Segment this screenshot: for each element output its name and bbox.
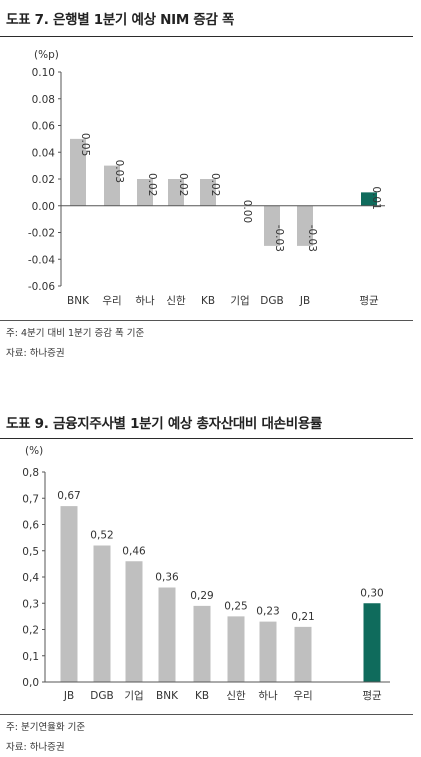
chart1-category-label: 기업: [230, 294, 249, 307]
chart1-bar: [297, 205, 313, 246]
chart2-category-label: KB: [195, 690, 209, 702]
chart2-ytick-label: 0,5: [22, 546, 39, 558]
chart1-bar: [264, 205, 280, 246]
chart2-data-label: 0,29: [190, 590, 213, 602]
chart2-ytick-label: 0,1: [22, 651, 39, 663]
chart2-ytick-label: 0,6: [22, 520, 39, 532]
chart1-data-label: 0.02: [177, 173, 189, 196]
chart1-note: 주: 4분기 대비 1분기 증감 폭 기준: [6, 328, 145, 339]
chart1-unit-label: (%p): [34, 49, 59, 61]
chart2-bar: [193, 605, 211, 682]
chart2-category-label: 신한: [226, 690, 246, 702]
chart1-ytick-label: -0.02: [28, 228, 55, 240]
chart1-data-label: 0.05: [79, 133, 91, 156]
chart1-category-label: 평균: [359, 295, 379, 307]
chart2-ytick-label: 0,3: [22, 598, 39, 610]
chart2-category-label: JB: [63, 690, 74, 702]
chart1-category-label: 하나: [135, 294, 155, 307]
chart1-category-label: JB: [299, 295, 310, 307]
chart1-top-rule: [0, 36, 413, 37]
chart2-ytick-label: 0,7: [22, 493, 39, 505]
chart2-data-label: 0,36: [155, 572, 179, 584]
chart2-data-label: 0,21: [291, 611, 314, 623]
chart1-bar: [137, 179, 153, 206]
chart2-category-label: 기업: [124, 689, 143, 702]
chart1-bar: [70, 138, 86, 206]
chart1-ytick-label: 0.00: [32, 201, 55, 213]
chart2-bar: [363, 603, 381, 682]
chart2-ytick-label: 0,4: [22, 572, 39, 584]
chart1-category-label: KB: [201, 295, 215, 307]
chart2-note: 주: 분기연율화 기준: [6, 722, 86, 733]
chart1-data-label: 0.02: [209, 173, 221, 196]
chart1-ytick-label: 0.04: [32, 147, 56, 159]
chart2-bar: [227, 616, 245, 682]
chart1-data-label: 0.00: [241, 200, 253, 223]
chart1-data-label: -0.03: [306, 225, 318, 252]
chart1-bar: [104, 165, 120, 206]
chart1-bar: [200, 179, 216, 206]
chart1-ytick-label: 0.10: [32, 67, 55, 79]
chart1-ytick-label: 0.02: [32, 174, 55, 186]
chart2-source: 자료: 하나증권: [6, 742, 65, 753]
chart1-source: 자료: 하나증권: [6, 348, 65, 359]
chart1-title: 도표 7. 은행별 1분기 예상 NIM 증감 폭: [6, 12, 235, 28]
chart1-data-label: 0.02: [146, 173, 158, 196]
chart2-ytick-label: 0,8: [22, 467, 39, 479]
chart1-bottom-rule: [0, 320, 413, 321]
chart2-bar: [259, 621, 277, 682]
chart1-ytick-label: -0.04: [28, 254, 55, 266]
chart1-ytick-label: -0.06: [28, 281, 55, 293]
chart2-category-label: 평균: [362, 690, 382, 702]
chart2-svg: (%) 0,8 0,7 0,6 0,5 0,4 0,3 0,2 0,1 0,0 0,67 JB 0,52…: [22, 445, 390, 702]
chart2-bar: [125, 561, 143, 682]
chart1-data-label: 0.01: [370, 186, 382, 209]
chart2-top-rule: [0, 438, 413, 439]
chart2-data-label: 0,25: [224, 600, 247, 612]
chart1-data-label: 0.03: [113, 160, 125, 183]
chart2-data-label: 0,52: [90, 530, 113, 542]
chart2-bar: [93, 545, 111, 682]
chart2-title: 도표 9. 금융지주사별 1분기 예상 총자산대비 대손비용률: [6, 416, 323, 432]
chart1-bar: [361, 192, 377, 206]
chart2-bar: [294, 626, 312, 682]
chart1-bar: [168, 179, 184, 206]
chart1-category-label: BNK: [67, 295, 90, 307]
chart2-bar: [158, 587, 176, 682]
chart2-data-label: 0,46: [122, 545, 146, 557]
chart1-svg: (%p) 0.10 0.08 0.06 0.04 0.02 0.00 -0.02 -0.04 -0…: [28, 49, 385, 307]
chart2-unit-label: (%): [25, 445, 43, 457]
chart2-bottom-rule: [0, 714, 413, 715]
chart2-data-label: 0,30: [360, 587, 383, 599]
chart2-ytick-label: 0,2: [22, 625, 39, 637]
chart1-category-label: 우리: [102, 295, 121, 307]
chart1-category-label: 신한: [166, 295, 186, 307]
chart2-category-label: 하나: [258, 689, 278, 702]
chart2-data-label: 0,67: [57, 490, 80, 502]
chart2-category-label: DGB: [90, 690, 113, 702]
chart1-ytick-label: 0.06: [32, 121, 56, 133]
chart2-category-label: 우리: [293, 690, 312, 702]
chart2-bar: [60, 506, 78, 682]
chart1-category-label: DGB: [260, 295, 283, 307]
chart1-data-label: -0.03: [273, 225, 285, 252]
chart2-ytick-label: 0,0: [22, 677, 39, 689]
chart1-ytick-label: 0.08: [32, 94, 55, 106]
chart2-category-label: BNK: [156, 690, 179, 702]
chart2-data-label: 0,23: [256, 606, 279, 618]
